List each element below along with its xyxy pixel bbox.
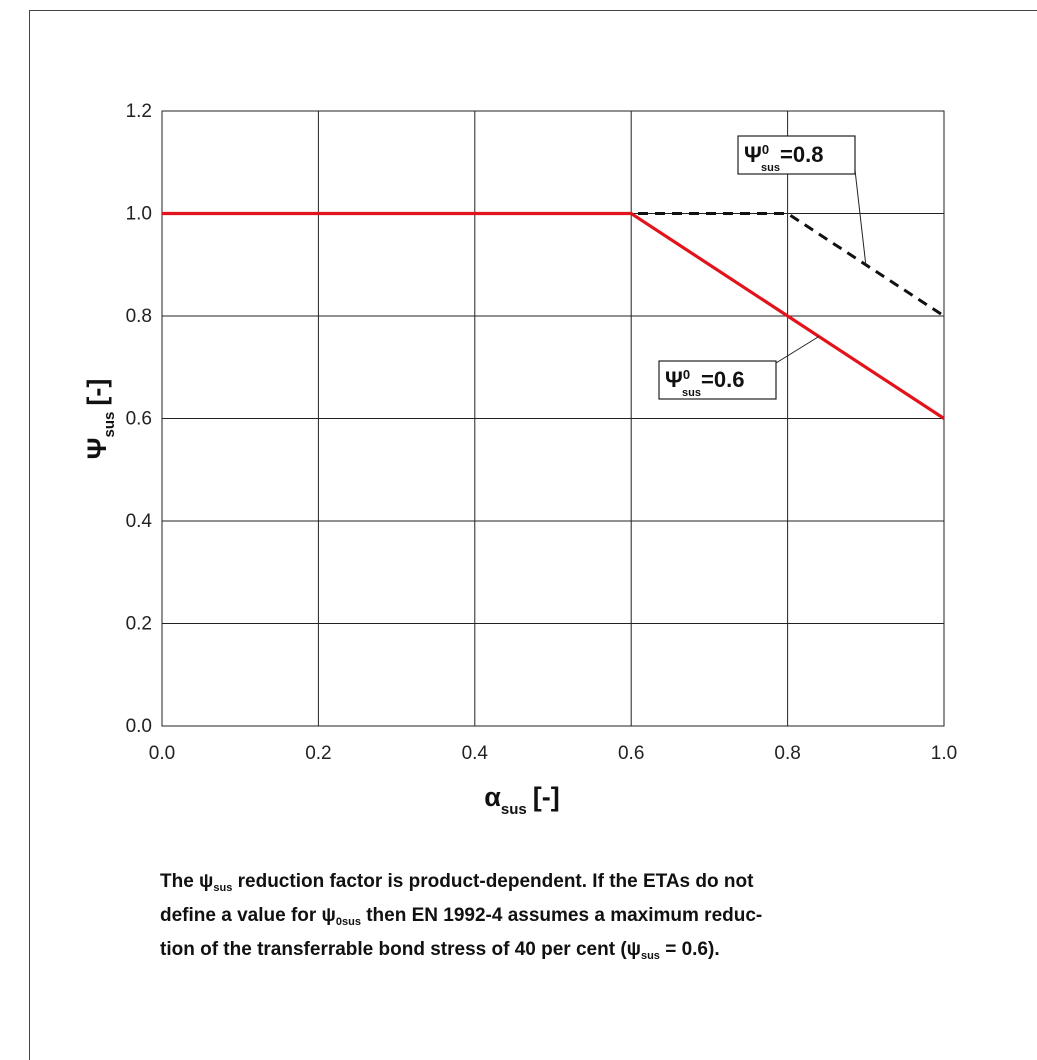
x-tick-labels: 0.0 0.2 0.4 0.6 0.8 1.0 [149, 743, 957, 764]
x-axis-label: αsus [-] [484, 782, 559, 818]
caption-line-1: The ψsus reduction factor is product-dep… [160, 871, 754, 894]
series-label: Ψ0 sus=0.8 [744, 142, 823, 174]
annotation-box [737, 135, 856, 175]
x-tick-label: 0.6 [618, 743, 644, 764]
figure-caption: The ψsus reduction factor is product-dep… [160, 868, 960, 970]
series-label: Ψ0 sus=0.6 [665, 367, 744, 399]
chart-series [162, 211, 945, 420]
caption-line-3: tion of the transferrable bond stress of… [160, 939, 720, 962]
x-tick-label: 0.0 [149, 743, 175, 764]
y-tick-label: 0.6 [126, 409, 152, 430]
series-annotations: Ψ0 sus=0.8 Ψ0 sus=0.6 [658, 135, 867, 400]
x-tick-label: 0.8 [774, 743, 800, 764]
x-tick-label: 1.0 [931, 743, 957, 764]
y-axis-label: Ψsus[-] [82, 379, 118, 460]
figure-frame [29, 10, 1037, 1060]
annotation-leader-line [775, 336, 820, 364]
y-tick-label: 0.8 [126, 306, 152, 327]
y-tick-label: 0.0 [126, 716, 152, 737]
caption-line-2: define a value for ψ0sus then EN 1992-4 … [160, 905, 763, 928]
series-line-dashed [162, 212, 945, 318]
annotation-leader-line [854, 169, 867, 265]
x-tick-label: 0.2 [305, 743, 331, 764]
y-tick-label: 1.0 [126, 204, 152, 225]
y-tick-label: 1.2 [126, 101, 152, 122]
annotation-box [658, 360, 777, 400]
y-tick-label: 0.4 [126, 511, 153, 532]
y-tick-label: 0.2 [126, 614, 152, 635]
series-line-solid [162, 211, 945, 420]
chart-grid [161, 110, 945, 727]
x-tick-label: 0.4 [462, 743, 489, 764]
y-tick-labels: 0.0 0.2 0.4 0.6 0.8 1.0 1.2 [126, 101, 153, 737]
